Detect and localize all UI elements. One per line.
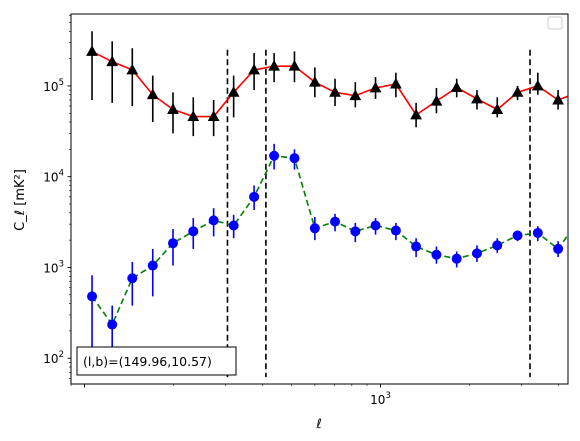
data-point xyxy=(167,238,178,249)
data-point xyxy=(268,59,280,71)
data-point xyxy=(248,63,260,75)
data-point xyxy=(370,220,381,231)
data-point xyxy=(431,249,442,260)
tick-labels: 103 102 103 104 105 xyxy=(43,78,391,407)
data-point xyxy=(430,94,443,106)
data-point xyxy=(350,226,361,237)
data-point xyxy=(349,89,362,101)
data-point xyxy=(147,260,158,271)
data-point xyxy=(208,215,219,226)
data-point xyxy=(369,81,382,93)
data-point xyxy=(249,191,260,202)
data-point xyxy=(126,63,139,75)
data-point xyxy=(471,248,482,259)
axes-frame xyxy=(70,13,569,385)
axis-ticks xyxy=(67,14,560,388)
data-point xyxy=(450,81,463,92)
data-point xyxy=(107,319,118,330)
data-point xyxy=(389,77,402,89)
data-point xyxy=(411,241,422,252)
data-point xyxy=(308,75,321,87)
y-tick-label: 105 xyxy=(43,78,64,94)
data-point xyxy=(552,93,564,105)
data-point xyxy=(167,103,179,114)
data-point xyxy=(329,86,341,97)
y-tick-label: 102 xyxy=(43,350,64,366)
data-point xyxy=(127,273,138,284)
data-point xyxy=(187,110,200,121)
data-point xyxy=(451,253,462,264)
data-point xyxy=(106,55,119,67)
annotation-box xyxy=(76,346,237,376)
y-tick-label: 103 xyxy=(43,259,64,275)
annotation-text: (l,b)=(149.96,10.57) xyxy=(83,354,212,369)
data-point xyxy=(410,108,422,120)
data-point xyxy=(512,230,523,241)
data-point xyxy=(227,86,240,97)
data-point xyxy=(228,220,239,231)
y-axis-label: C_ℓ [mK²] xyxy=(13,169,28,231)
data-point xyxy=(553,243,564,254)
legend xyxy=(547,16,563,30)
legend-box xyxy=(547,16,563,30)
data-point xyxy=(330,216,341,227)
coordinate-annotation: (l,b)=(149.96,10.57) xyxy=(76,346,237,376)
data-point xyxy=(531,79,544,91)
data-point xyxy=(471,92,483,104)
data-point xyxy=(491,103,504,114)
data-point xyxy=(146,88,159,100)
data-point xyxy=(532,227,543,238)
data-point xyxy=(511,86,524,97)
x-tick-label: 103 xyxy=(370,391,391,407)
data-point xyxy=(390,225,401,236)
data-point xyxy=(269,150,280,161)
data-point xyxy=(492,240,503,251)
y-tick-label: 104 xyxy=(43,169,64,185)
data-point xyxy=(289,153,300,164)
data-point xyxy=(87,291,98,302)
data-point xyxy=(207,110,220,121)
data-point xyxy=(86,45,98,56)
data-point xyxy=(288,59,301,71)
data-point xyxy=(309,223,320,234)
plot-area-content xyxy=(86,31,568,378)
data-point xyxy=(188,226,199,237)
x-axis-label: ℓ xyxy=(315,417,321,432)
